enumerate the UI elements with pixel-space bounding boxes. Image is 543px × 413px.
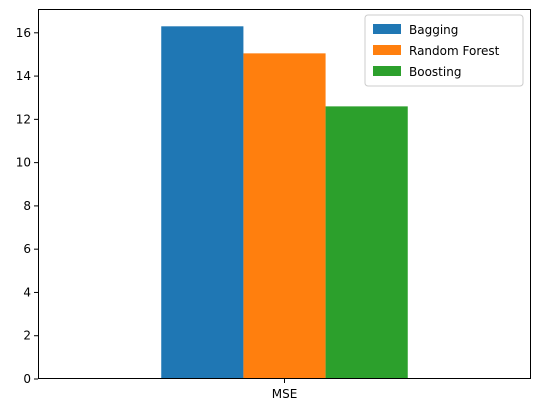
legend-box xyxy=(364,14,524,87)
bar-boosting xyxy=(325,106,408,380)
legend: Bagging Random Forest Boosting xyxy=(364,14,524,87)
y-tick-label: 14 xyxy=(16,69,31,83)
y-axis: 0 2 4 6 8 10 12 14 16 xyxy=(16,26,38,386)
bar-random-forest xyxy=(243,53,326,380)
y-tick-label: 8 xyxy=(23,199,31,213)
legend-label: Boosting xyxy=(409,65,461,79)
legend-label: Bagging xyxy=(409,23,458,37)
y-tick-label: 4 xyxy=(23,285,31,299)
y-tick-label: 16 xyxy=(16,26,31,40)
legend-label: Random Forest xyxy=(409,44,500,58)
y-tick-label: 6 xyxy=(23,242,31,256)
x-tick-label: MSE xyxy=(272,387,298,401)
legend-swatch xyxy=(373,45,401,55)
bar-bagging xyxy=(161,26,244,380)
y-tick-label: 12 xyxy=(16,112,31,126)
bars-group xyxy=(161,26,408,380)
legend-swatch xyxy=(373,24,401,34)
y-tick-label: 10 xyxy=(16,156,31,170)
y-tick-label: 0 xyxy=(23,372,31,386)
legend-swatch xyxy=(373,66,401,76)
plot-frame xyxy=(38,9,531,379)
x-axis: MSE xyxy=(272,379,298,401)
y-tick-label: 2 xyxy=(23,329,31,343)
